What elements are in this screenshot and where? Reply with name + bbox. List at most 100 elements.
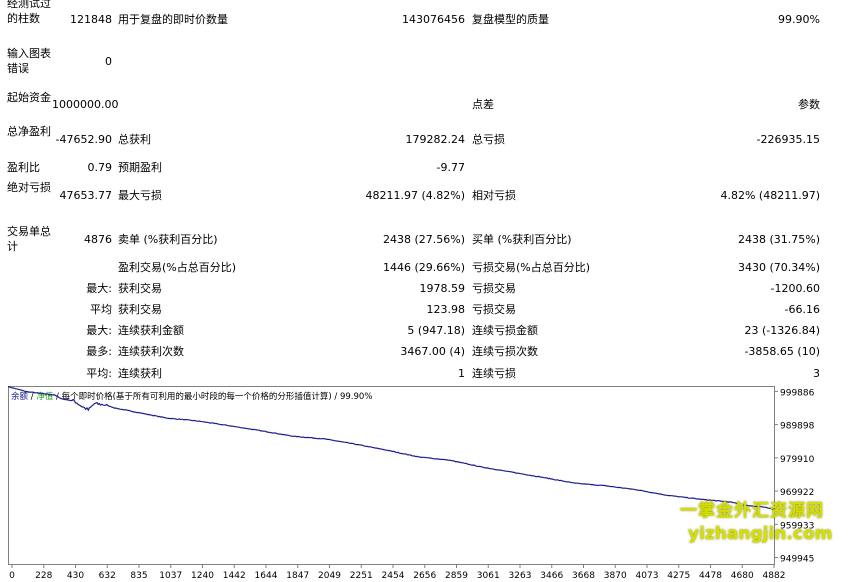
value-total-trades: 4876 xyxy=(84,233,112,246)
x-tick-label: 3870 xyxy=(604,571,627,581)
label-max-consecutive-loss: 连续亏损金额 xyxy=(472,324,538,337)
label-bars-tested: 经测试过的柱数 xyxy=(7,0,51,25)
label-max-consecutive-profit: 连续获利金额 xyxy=(118,324,184,337)
x-tick-label: 228 xyxy=(35,571,52,581)
x-tick-label: 4680 xyxy=(731,571,754,581)
label-gross-loss: 总亏损 xyxy=(472,133,505,146)
label-maximal-consecutive-wins: 连续获利次数 xyxy=(118,345,184,358)
label-absolute-drawdown: 绝对亏损 xyxy=(7,181,51,194)
value-relative-drawdown: 4.82% (48211.97) xyxy=(720,189,820,202)
chart-svg: 余额 / 净值 / 每个即时价格(基于所有可利用的最小时段的每一个价格的分形插值… xyxy=(8,386,815,581)
label-profit-factor: 盈利比 xyxy=(7,161,40,174)
chart-legend: 余额 / 净值 / 每个即时价格(基于所有可利用的最小时段的每一个价格的分形插值… xyxy=(11,391,372,402)
value-bars-tested: 121848 xyxy=(70,13,112,26)
x-tick-label: 3263 xyxy=(509,571,532,581)
label-gross-profit: 总获利 xyxy=(118,133,151,146)
value-largest-loss-trade: -1200.60 xyxy=(770,282,820,295)
value-expected-payoff: -9.77 xyxy=(436,161,465,174)
value-total-net-profit: -47652.90 xyxy=(55,133,112,146)
value-mismatched-errors: 0 xyxy=(105,55,112,68)
value-absolute-drawdown: 47653.77 xyxy=(59,189,113,202)
label-average-consecutive-losses: 连续亏损 xyxy=(472,367,516,380)
value-average-loss-trade: -66.16 xyxy=(784,303,820,316)
legend-equity: 净值 xyxy=(36,391,54,402)
x-tick-label: 4478 xyxy=(699,571,722,581)
y-tick-label: 959933 xyxy=(780,521,814,531)
x-tick-label: 2454 xyxy=(382,571,405,581)
value-average-consecutive-wins: 1 xyxy=(458,367,465,380)
value-modelling-quality: 99.90% xyxy=(778,13,820,26)
y-tick-label: 969922 xyxy=(780,488,814,498)
legend-description: / 每个即时价格(基于所有可利用的最小时段的每一个价格的分形插值计算) / 99… xyxy=(53,391,372,402)
x-tick-label: 2859 xyxy=(445,571,468,581)
value-average-profit-trade: 123.98 xyxy=(426,303,466,316)
label-mismatched-errors: 输入图表错误 xyxy=(7,47,51,75)
x-tick-label: 3668 xyxy=(572,571,595,581)
value-profit-factor: 0.79 xyxy=(87,161,113,174)
label-average-loss-trade: 亏损交易 xyxy=(472,303,516,316)
x-tick-label: 4882 xyxy=(763,571,786,581)
prefix-largest: 最大: xyxy=(86,282,112,295)
label-maximal-drawdown: 最大亏损 xyxy=(118,189,162,202)
y-tick-label: 949945 xyxy=(780,555,814,565)
watermark-cn: 一掌金外汇资源网 xyxy=(680,501,824,521)
label-total-net-profit: 总净盈利 xyxy=(7,125,51,138)
legend-sep: / xyxy=(28,392,36,402)
x-tick-label: 1240 xyxy=(191,571,214,581)
y-tick-label: 999886 xyxy=(780,388,815,398)
x-tick-label: 632 xyxy=(99,571,116,581)
x-tick-label: 2251 xyxy=(350,571,373,581)
value-gross-profit: 179282.24 xyxy=(405,133,466,146)
label-profit-trades: 盈利交易(%占总百分比) xyxy=(118,261,237,274)
x-tick-label: 1847 xyxy=(286,571,309,581)
value-profit-trades: 1446 (29.66%) xyxy=(382,261,465,274)
y-tick-label: 979910 xyxy=(780,455,815,465)
label-average-profit-trade: 获利交易 xyxy=(118,303,162,316)
label-spread: 点差 xyxy=(472,98,494,111)
x-tick-label: 3466 xyxy=(540,571,563,581)
label-modelling-quality: 复盘模型的质量 xyxy=(472,13,549,26)
label-total-trades: 交易单总计 xyxy=(7,225,51,253)
x-tick-label: 0 xyxy=(9,571,15,581)
label-parameters: 参数 xyxy=(798,98,820,111)
prefix-maximum: 最大: xyxy=(86,324,112,337)
x-tick-label: 1644 xyxy=(255,571,278,581)
prefix-average: 平均 xyxy=(90,303,112,316)
legend-balance: 余额 xyxy=(11,391,29,402)
prefix-average-consecutive: 平均: xyxy=(86,367,112,380)
label-initial-deposit: 起始资金 xyxy=(7,91,51,104)
value-maximal-drawdown: 48211.97 (4.82%) xyxy=(365,189,465,202)
plot-area xyxy=(8,386,775,565)
x-tick-label: 2049 xyxy=(318,571,341,581)
value-max-consecutive-loss: 23 (-1326.84) xyxy=(744,324,820,337)
value-initial-deposit: 1000000.00 xyxy=(52,98,119,111)
value-largest-profit-trade: 1978.59 xyxy=(419,282,466,295)
x-tick-label: 430 xyxy=(67,571,84,581)
prefix-maximal: 最多: xyxy=(86,345,112,358)
x-tick-label: 1037 xyxy=(159,571,182,581)
value-maximal-consecutive-losses: -3858.65 (10) xyxy=(744,345,820,358)
label-largest-profit-trade: 获利交易 xyxy=(118,282,162,295)
label-loss-trades: 亏损交易(%占总百分比) xyxy=(472,261,591,274)
watermark-url: yizhangjin.com xyxy=(688,524,833,544)
label-largest-loss-trade: 亏损交易 xyxy=(472,282,516,295)
x-axis: 0 228 430 632 835 1037 1240 1442 1644 1847 2049 225… xyxy=(9,564,785,581)
label-expected-payoff: 预期盈利 xyxy=(118,161,162,174)
y-axis: 999886 989898 979910 969922 959933 949945 xyxy=(774,388,815,565)
x-tick-label: 4073 xyxy=(636,571,659,581)
label-short-positions: 卖单 (%获利百分比) xyxy=(118,233,218,246)
value-short-positions: 2438 (27.56%) xyxy=(382,233,465,246)
value-maximal-consecutive-wins: 3467.00 (4) xyxy=(400,345,465,358)
label-relative-drawdown: 相对亏损 xyxy=(472,189,516,202)
balance-line xyxy=(8,386,775,510)
label-ticks-modelled: 用于复盘的即时价数量 xyxy=(118,13,228,26)
x-tick-label: 3061 xyxy=(477,571,500,581)
x-tick-label: 835 xyxy=(130,571,147,581)
x-tick-label: 2656 xyxy=(413,571,436,581)
value-long-positions: 2438 (31.75%) xyxy=(737,233,820,246)
x-tick-label: 4275 xyxy=(667,571,690,581)
value-average-consecutive-losses: 3 xyxy=(813,367,820,380)
value-max-consecutive-profit: 5 (947.18) xyxy=(407,324,465,337)
y-tick-label: 989898 xyxy=(780,422,815,432)
label-long-positions: 买单 (%获利百分比) xyxy=(472,233,572,246)
